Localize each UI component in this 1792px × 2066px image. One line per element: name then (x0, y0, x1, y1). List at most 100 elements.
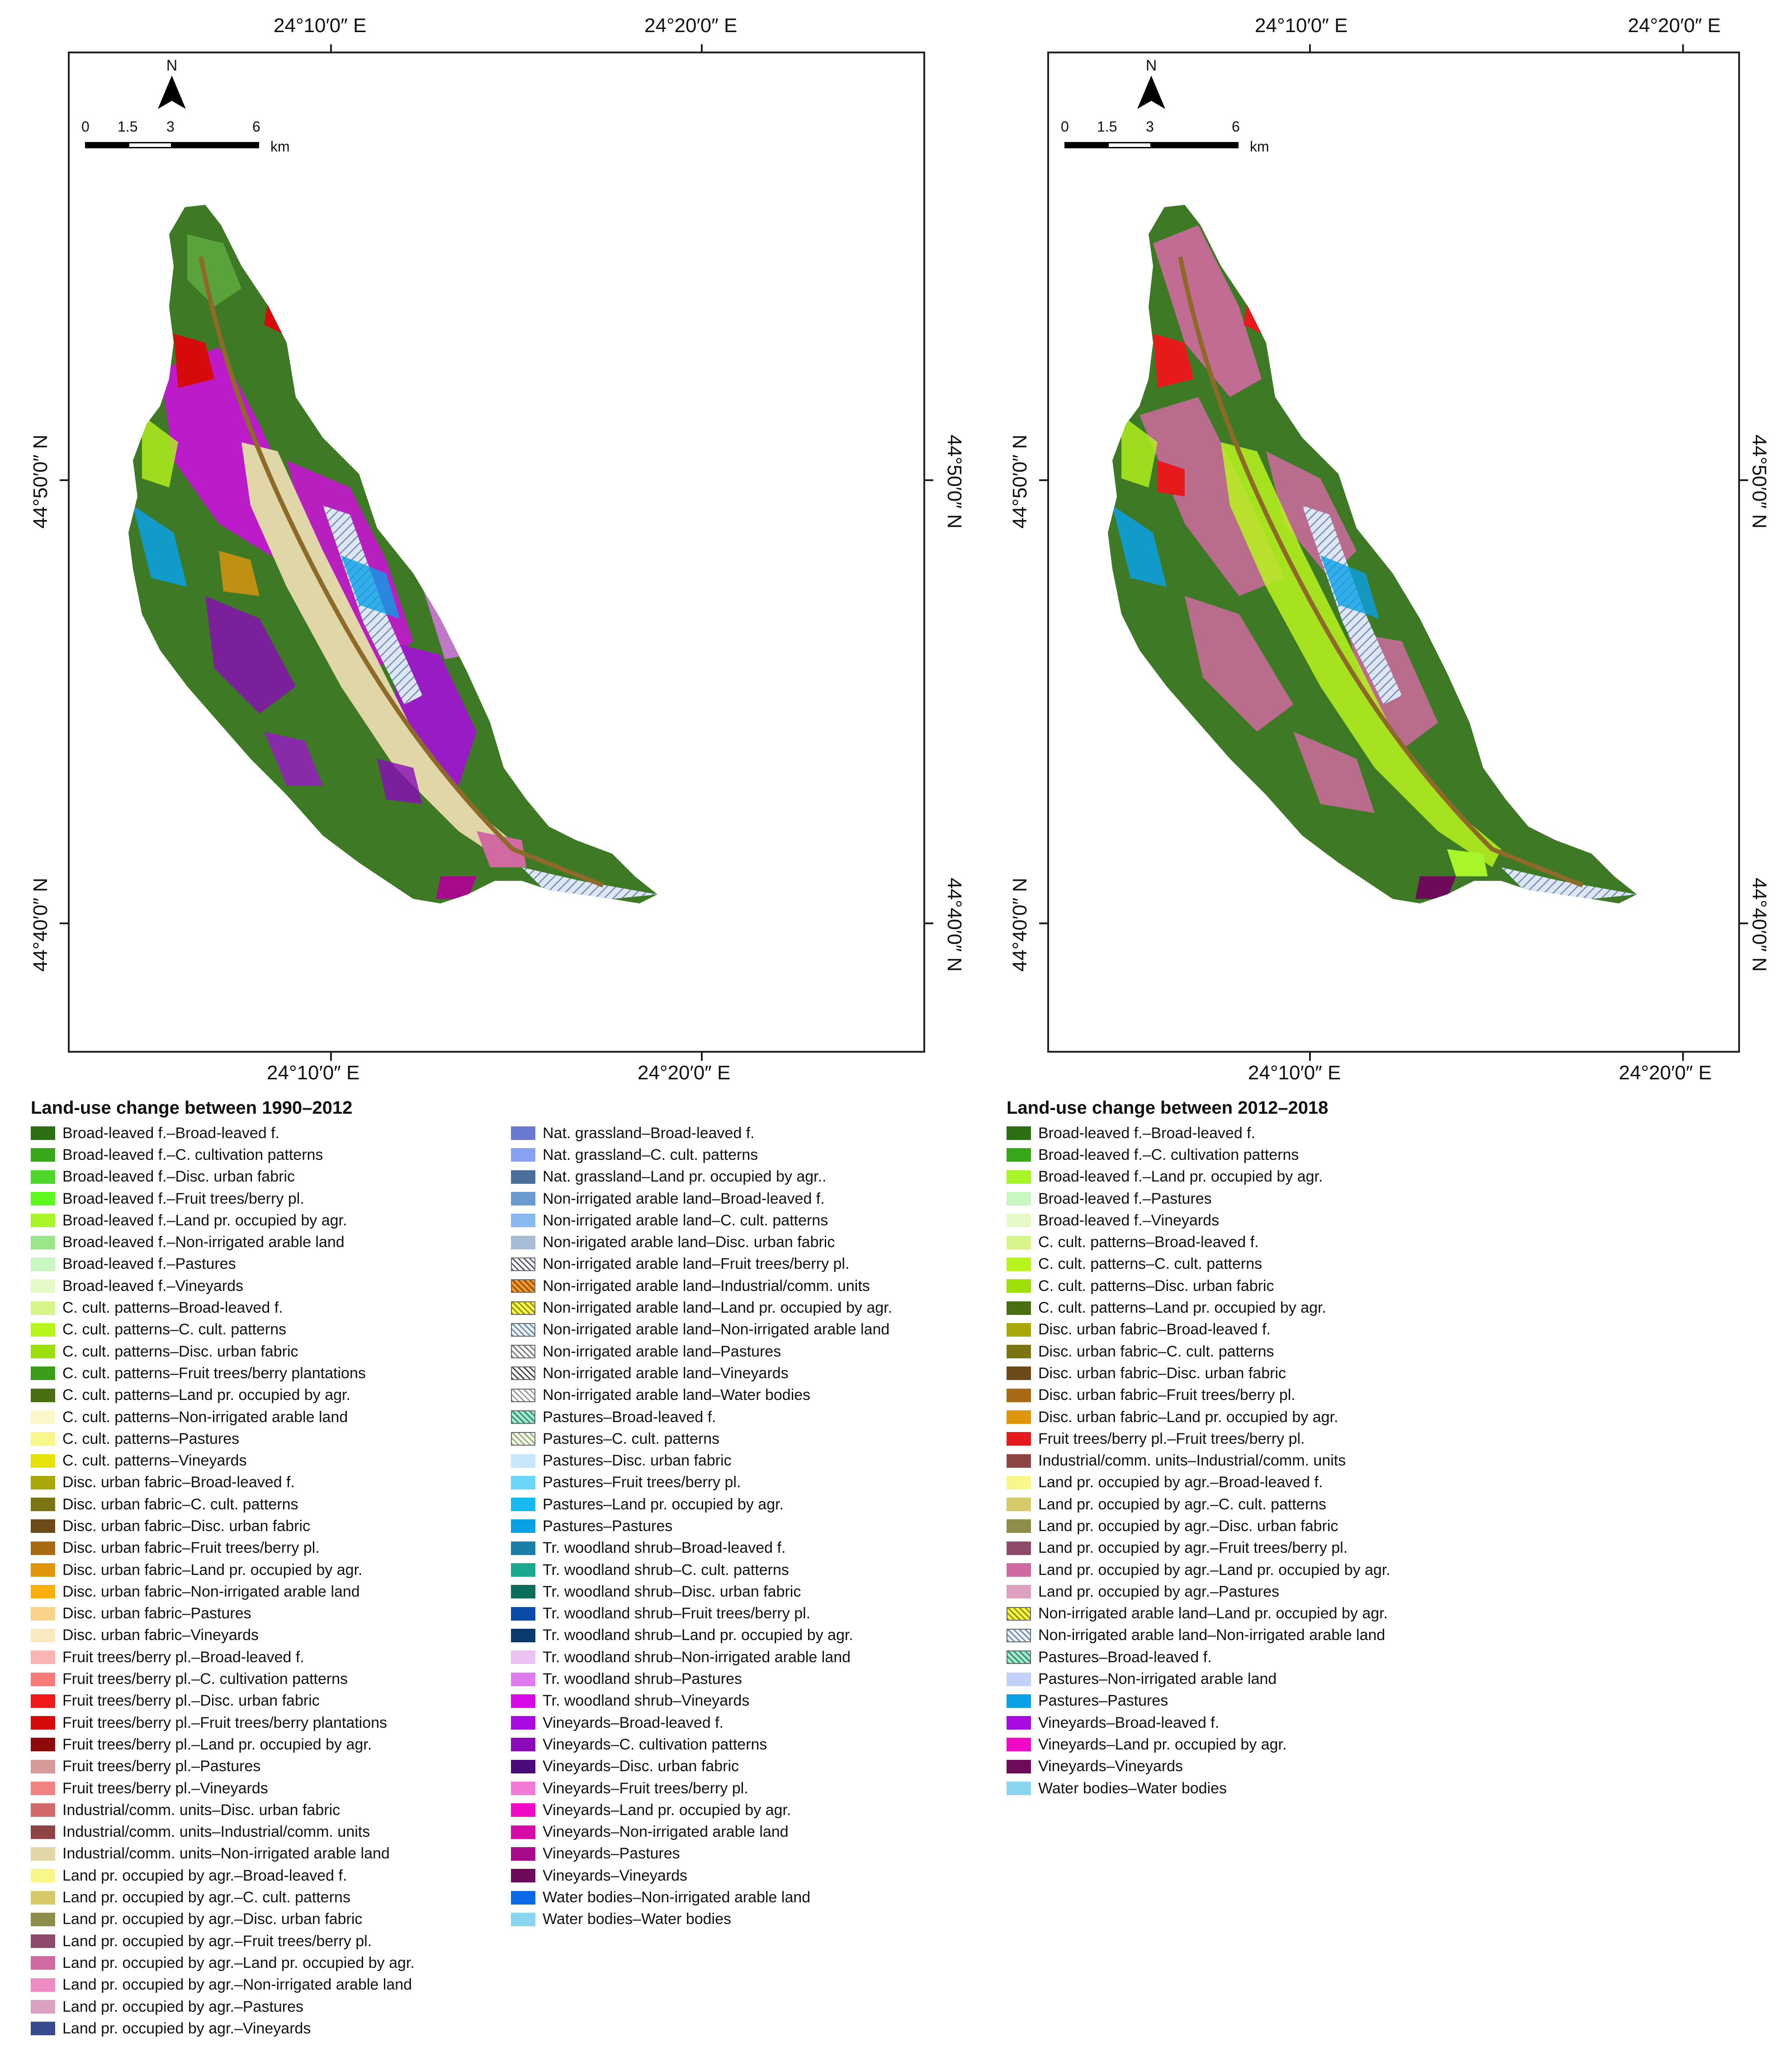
legend-swatch (31, 1912, 55, 1926)
legend-item: Nat. grassland–Land pr. occupied by agr.… (511, 1166, 986, 1188)
legend-label: C. cult. patterns–Disc. urban fabric (62, 1343, 298, 1360)
legend-label: C. cult. patterns–Vineyards (62, 1452, 247, 1470)
legend-label: Vineyards–Land pr. occupied by agr. (1038, 1735, 1287, 1753)
legend-swatch (1007, 1672, 1031, 1686)
scale-segment (128, 142, 172, 148)
legend-item: Fruit trees/berry pl.–Disc. urban fabric (31, 1690, 506, 1712)
legend-item: Disc. urban fabric–Fruit trees/berry pl. (31, 1537, 506, 1559)
legend-item: C. cult. patterns–Pastures (31, 1428, 506, 1450)
legend-item: Non-irrigated arable land–Vineyards (511, 1362, 986, 1384)
legend-label: Broad-leaved f.–Vineyards (62, 1277, 244, 1295)
legend-item: Land pr. occupied by agr.–Non-irrigated … (31, 1974, 506, 1996)
legend-swatch (31, 1475, 55, 1489)
legend-item: Land pr. occupied by agr.–C. cult. patte… (1007, 1494, 1527, 1515)
legend-label: C. cult. patterns–C. cult. patterns (62, 1321, 287, 1338)
legend-swatch (31, 1432, 55, 1446)
legend-label: C. cult. patterns–Pastures (62, 1430, 240, 1447)
legend-label: C. cult. patterns–Disc. urban fabric (1038, 1277, 1274, 1295)
legend-label: Broad-leaved f.–Pastures (1038, 1190, 1212, 1207)
north-arrow-icon (158, 76, 186, 109)
tick (1682, 1053, 1684, 1061)
legend-item: Broad-leaved f.–Vineyards (31, 1275, 506, 1297)
legend-label: Non-irigated arable land–Disc. urban fab… (543, 1234, 835, 1251)
legend-swatch (511, 1716, 535, 1730)
legend-label: Vineyards–Vineyards (1038, 1758, 1183, 1775)
legend-item: Vineyards–Land pr. occupied by agr. (1007, 1734, 1527, 1755)
legend-item: Pastures–Pastures (1007, 1690, 1527, 1712)
lon-label-bottom-1: 24°10′0″ E (267, 1062, 360, 1084)
legend-item: Nat. grassland–C. cult. patterns (511, 1144, 986, 1166)
legend-label: C. cult. patterns–Fruit trees/berry plan… (62, 1364, 366, 1382)
legend-swatch (511, 1323, 535, 1337)
scale-unit: km (270, 138, 290, 155)
legend-item: Non-irrigated arable land–Non-irrigated … (1007, 1625, 1527, 1646)
scale-segment (85, 142, 129, 148)
legend-item: Broad-leaved f.–Vineyards (1007, 1210, 1527, 1231)
legend-item: C. cult. patterns–Vineyards (31, 1450, 506, 1471)
legend-label: Industrial/comm. units–Disc. urban fabri… (62, 1801, 340, 1819)
legend-swatch (31, 1716, 55, 1730)
legend-label: Nat. grassland–Land pr. occupied by agr.… (543, 1168, 827, 1186)
lon-label-top-2: 24°20′0″ E (644, 14, 738, 37)
legend-swatch (31, 1257, 55, 1271)
legend-swatch (511, 1432, 535, 1446)
legend-swatch (511, 1803, 535, 1817)
scale-segment (1064, 142, 1109, 148)
legend-swatch (511, 1847, 535, 1861)
legend-item: Broad-leaved f.–Pastures (31, 1253, 506, 1275)
legend-label: Disc. urban fabric–C. cult. patterns (1038, 1343, 1274, 1360)
legend-swatch (31, 1279, 55, 1293)
legend-swatch (511, 1782, 535, 1796)
tick (1682, 44, 1684, 52)
legend-item: C. cult. patterns–Land pr. occupied by a… (31, 1385, 506, 1406)
legend-swatch (1007, 1716, 1031, 1730)
legend-column: Broad-leaved f.–Broad-leaved f. Broad-lea… (1007, 1122, 1527, 1799)
legend-item: Land pr. occupied by agr.–Land pr. occup… (31, 1952, 506, 1974)
legend-label: Pastures–Non-irrigated arable land (1038, 1670, 1277, 1688)
legend-item: Disc. urban fabric–Fruit trees/berry pl. (1007, 1385, 1527, 1406)
legend-swatch (511, 1170, 535, 1184)
tick (1309, 44, 1311, 52)
legend-item: Vineyards–Broad-leaved f. (511, 1712, 986, 1734)
legend-swatch (511, 1519, 535, 1533)
legend-swatch (511, 1869, 535, 1883)
legend-label: Pastures–Land pr. occupied by agr. (543, 1495, 784, 1513)
legend-swatch (1007, 1738, 1031, 1752)
north-arrow: N (1133, 57, 1169, 115)
tick (701, 44, 703, 52)
legend-label: Land pr. occupied by agr.–Fruit trees/be… (1038, 1539, 1348, 1557)
legend-swatch (511, 1759, 535, 1773)
legend-swatch (31, 1192, 55, 1206)
tick (1039, 479, 1047, 481)
legend-item: Tr. woodland shrub–Broad-leaved f. (511, 1537, 986, 1559)
lon-label-bottom-2: 24°20′0″ E (638, 1062, 731, 1084)
legend-label: Fruit trees/berry pl.–Vineyards (62, 1779, 268, 1797)
legend-label: Tr. woodland shrub–Non-irrigated arable … (543, 1648, 851, 1666)
lat-label-left-2: 44°40′0″ N (1009, 878, 1031, 972)
legend-swatch (1007, 1410, 1031, 1424)
legend-item: C. cult. patterns–Fruit trees/berry plan… (31, 1362, 506, 1384)
legend-label: Non-irrigated arable land–Fruit trees/be… (543, 1255, 850, 1273)
scale-tick: 0 (81, 118, 90, 135)
legend-label: Fruit trees/berry pl.–Disc. urban fabric (62, 1692, 320, 1710)
legend-item: Vineyards–Non-irrigated arable land (511, 1821, 986, 1843)
legend-swatch (31, 1345, 55, 1359)
legend-swatch (31, 1519, 55, 1533)
legend-label: Land pr. occupied by agr.–Pastures (62, 1998, 304, 2015)
legend-label: Tr. woodland shrub–Pastures (543, 1670, 742, 1688)
north-label: N (166, 57, 178, 74)
legend-swatch (511, 1672, 535, 1686)
legend-label: Water bodies–Water bodies (1038, 1779, 1227, 1797)
legend-item: C. cult. patterns–Broad-leaved f. (1007, 1231, 1527, 1253)
legend-swatch (511, 1891, 535, 1905)
legend-swatch (31, 1825, 55, 1839)
scale-segment (1150, 142, 1239, 148)
legend-label: Broad-leaved f.–Disc. urban fabric (62, 1168, 295, 1186)
legend-label: Tr. woodland shrub–Fruit trees/berry pl. (543, 1605, 811, 1622)
legend-swatch (1007, 1519, 1031, 1533)
lat-label-left-2: 44°40′0″ N (29, 878, 52, 972)
legend-label: Fruit trees/berry pl.–Land pr. occupied … (62, 1735, 372, 1753)
legend-label: C. cult. patterns–Broad-leaved f. (62, 1299, 283, 1317)
legend-item: Vineyards–Pastures (511, 1843, 986, 1865)
legend-swatch (511, 1541, 535, 1555)
